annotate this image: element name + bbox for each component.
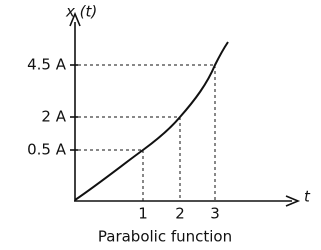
curve: [74, 41, 229, 201]
y-tick-label: 2 A: [41, 108, 66, 126]
x-axis-arrow: [285, 195, 301, 207]
y-axis-arrow: [69, 11, 81, 27]
x-tick-label: 2: [175, 205, 185, 223]
x-tick-label: 1: [138, 205, 148, 223]
x-axis-label: t: [304, 188, 311, 206]
guide-line: [78, 149, 144, 201]
guide-line: [78, 116, 181, 201]
y-tick-label: 0.5 A: [27, 141, 67, 159]
caption: Parabolic function: [98, 228, 232, 246]
y-axis-label: x (t): [65, 3, 97, 21]
x-tick-label: 3: [210, 205, 220, 223]
y-tick-label: 4.5 A: [27, 56, 67, 74]
guide-line: [78, 64, 216, 201]
